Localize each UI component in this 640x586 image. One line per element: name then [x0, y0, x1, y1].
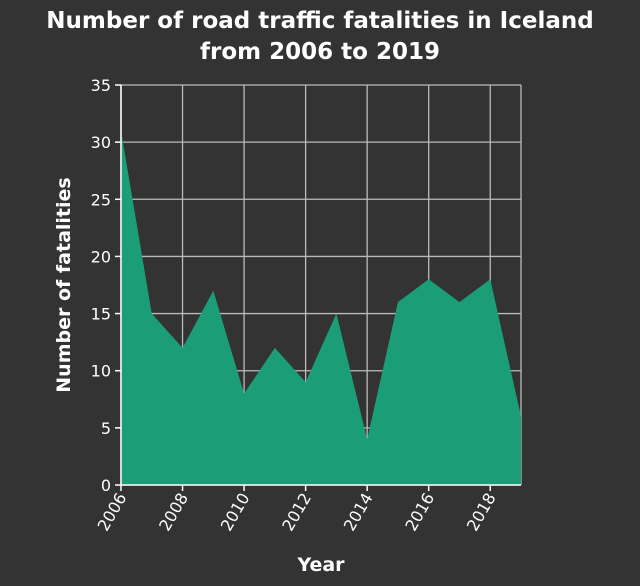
- area-fill: [121, 130, 521, 485]
- axes: [115, 84, 521, 491]
- chart-title-line-2: from 2006 to 2019: [200, 39, 440, 65]
- y-tick-label-1: 5: [101, 419, 111, 438]
- x-axis-label: Year: [296, 554, 345, 576]
- chart-title-line-1: Number of road traffic fatalities in Ice…: [46, 8, 593, 34]
- y-tick-label-7: 35: [91, 76, 111, 95]
- y-tick-label-0: 0: [101, 476, 111, 495]
- y-tick-label-6: 30: [91, 133, 111, 152]
- y-tick-label-4: 20: [91, 247, 111, 266]
- y-tick-label-5: 25: [91, 190, 111, 209]
- y-tick-label-3: 15: [91, 305, 111, 324]
- area-series: [120, 130, 522, 485]
- chart-title: Number of road traffic fatalities in Ice…: [46, 8, 593, 65]
- y-tick-label-2: 10: [91, 362, 111, 381]
- y-axis-label: Number of fatalities: [53, 177, 75, 392]
